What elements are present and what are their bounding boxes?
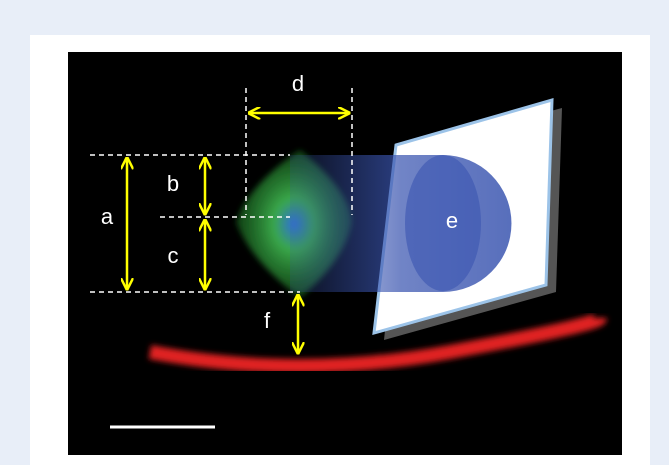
label: c [168, 243, 179, 268]
label: e [446, 208, 458, 233]
label: a [101, 204, 114, 229]
figure: a b c d e f [0, 0, 669, 465]
label: b [167, 171, 179, 196]
label: f [264, 308, 271, 333]
label: d [292, 71, 304, 96]
projection-end [405, 155, 481, 291]
